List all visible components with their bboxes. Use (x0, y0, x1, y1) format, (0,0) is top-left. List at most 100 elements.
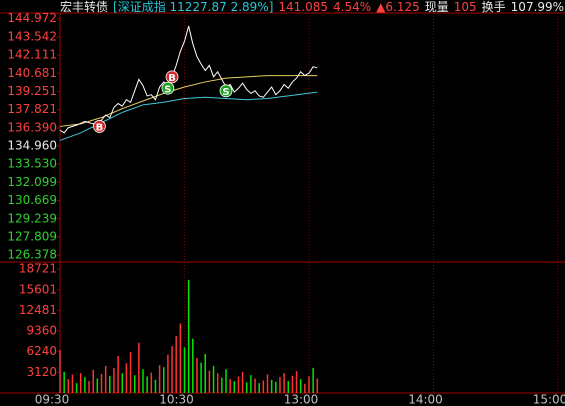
volume-bar (208, 370, 211, 393)
volume-bar (121, 373, 123, 393)
volume-bar (283, 373, 285, 393)
x-tick-label: 10:30 (159, 393, 194, 406)
header-item: 141.085 (278, 0, 328, 14)
volume-bar (241, 371, 244, 393)
volume-bar (216, 373, 219, 393)
volume-bar (275, 381, 277, 393)
y-tick-label: 18721 (19, 262, 57, 276)
volume-bar (183, 347, 186, 393)
y-tick-label: 9360 (26, 324, 57, 338)
volume-bar (175, 336, 177, 393)
volume-bar (80, 373, 82, 393)
y-tick-label: 143.542 (7, 29, 57, 43)
signal-label: S (164, 84, 171, 95)
signal-marker (219, 84, 233, 98)
volume-bar (262, 380, 265, 393)
x-tick-label: 14:00 (408, 393, 443, 406)
volume-bar (154, 379, 157, 393)
volume-bar (187, 279, 190, 393)
y-tick-label: 126.378 (7, 248, 57, 262)
volume-bar (133, 375, 136, 393)
volume-bar (138, 342, 140, 393)
volume-bar (287, 381, 289, 393)
volume-bar (237, 376, 240, 393)
volume-bar (150, 372, 153, 393)
y-tick-label: 139.251 (7, 84, 57, 98)
volume-bar (221, 377, 223, 393)
volume-bar (171, 346, 173, 393)
volume-bar (279, 377, 281, 393)
x-tick-label: 13:00 (284, 393, 319, 406)
y-tick-label: 136.390 (7, 120, 57, 134)
y-tick-label: 15601 (19, 282, 57, 296)
volume-bar (179, 323, 182, 393)
volume-bar (295, 371, 298, 393)
y-tick-label: 132.099 (7, 175, 57, 189)
y-tick-label: 129.239 (7, 211, 57, 225)
volume-bar (304, 383, 306, 393)
y-tick-label: 127.809 (7, 229, 57, 243)
y-tick-label: 130.669 (7, 193, 57, 207)
signal-label: B (96, 122, 104, 133)
price-line (59, 25, 318, 134)
y-tick-label: 144.972 (7, 11, 57, 25)
volume-bar (84, 377, 86, 393)
signal-label: B (168, 73, 176, 84)
volume-bar (200, 362, 202, 393)
volume-bar (229, 379, 231, 393)
volume-bar (233, 381, 236, 393)
volume-bar (167, 354, 169, 393)
volume-bar (125, 363, 128, 393)
volume-bar (254, 378, 256, 393)
header: 宏丰转债 [深证成指 11227.87 2.89%] 141.085 4.54% ▲6.… (60, 0, 564, 14)
header-item: [深证成指 11227.87 2.89%] (113, 0, 273, 14)
volume-bar (258, 383, 260, 393)
volume-bar (88, 381, 90, 393)
y-tick-label: 134.960 (7, 139, 57, 153)
volume-bar (196, 357, 198, 393)
header-item: 宏丰转债 (60, 0, 108, 14)
y-tick-label: 142.111 (7, 48, 57, 62)
volume-bar (63, 371, 65, 393)
volume-bar (104, 365, 107, 393)
signal-marker (165, 70, 179, 84)
header-item: 105 (454, 0, 477, 14)
volume-bar (246, 382, 248, 393)
volume-bar (129, 351, 132, 393)
volume-bar (158, 365, 161, 393)
volume-bar (270, 379, 273, 393)
y-tick-label: 6240 (26, 344, 57, 358)
volume-bar (92, 369, 94, 393)
volume-bar (308, 376, 310, 393)
volume-bar (100, 373, 103, 393)
volume-bar (59, 349, 61, 393)
volume-bar (117, 355, 119, 393)
y-tick-label: 133.530 (7, 157, 57, 171)
volume-bar (146, 376, 148, 393)
signal-marker (161, 81, 175, 95)
volume-bar (204, 353, 206, 393)
signal-marker (93, 120, 106, 133)
volume-bar (312, 367, 314, 393)
volume-bar (96, 378, 99, 393)
y-tick-label: 12481 (19, 303, 57, 317)
volume-bar (316, 378, 319, 393)
y-tick-label: 140.681 (7, 66, 57, 80)
volume-bar (266, 374, 269, 393)
header-item: 4.54% (333, 0, 371, 14)
volume-bar (225, 369, 227, 393)
header-item: 现量 (425, 0, 449, 14)
volume-bar (212, 365, 215, 393)
volume-bar (113, 367, 115, 393)
header-item: 107.99% (511, 0, 564, 14)
header-item: 换手 (482, 0, 506, 14)
volume-bar (192, 338, 194, 393)
volume-bar (75, 383, 78, 393)
volume-bar (67, 379, 70, 393)
x-tick-label: 09:30 (35, 393, 70, 406)
volume-bar (163, 367, 165, 393)
header-item: ▲6.125 (376, 0, 420, 14)
y-tick-label: 3120 (26, 365, 57, 379)
volume-bar (71, 374, 74, 393)
price-line (59, 75, 318, 127)
